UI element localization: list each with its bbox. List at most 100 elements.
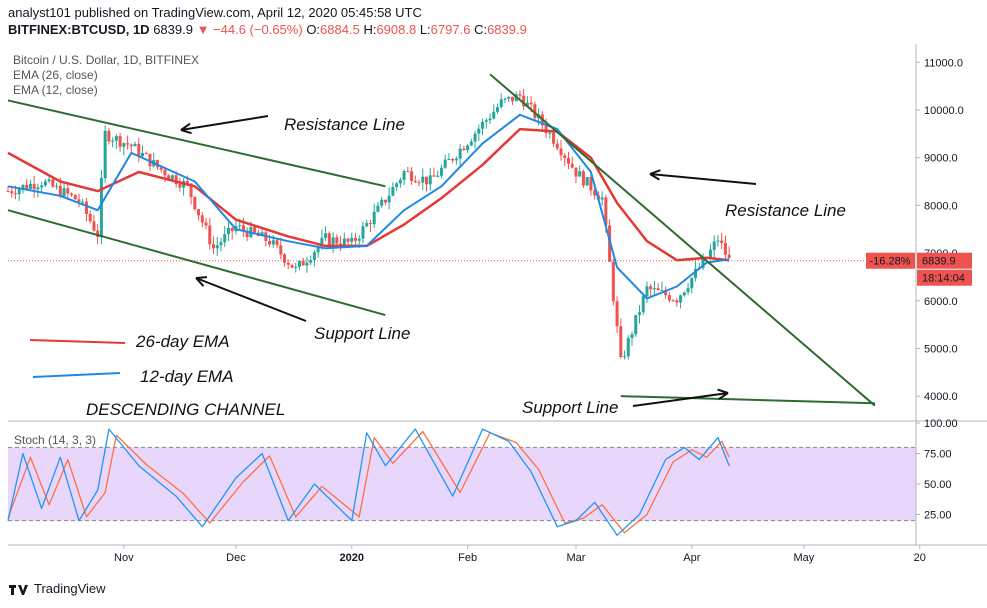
candle-body xyxy=(544,125,548,134)
candle-body xyxy=(342,238,346,246)
symbol-name[interactable]: BITFINEX:BTCUSD, 1D xyxy=(8,22,150,37)
candle-body xyxy=(174,175,178,185)
candle-body xyxy=(570,163,574,168)
publish-info: analyst101 published on TradingView.com,… xyxy=(8,5,422,20)
candle-body xyxy=(111,140,115,142)
stoch-overbought-oversold-band xyxy=(8,447,916,521)
candle-body xyxy=(133,143,137,147)
candle-body xyxy=(290,264,294,268)
candle-body xyxy=(611,261,615,302)
candle-body xyxy=(357,238,361,241)
candle-body xyxy=(671,300,675,302)
resistance-line-label-upper: Resistance Line xyxy=(284,115,405,134)
legend-ema26[interactable]: EMA (26, close) xyxy=(13,68,98,82)
candle-body xyxy=(462,148,466,151)
price-tick-label: 4000.0 xyxy=(924,391,958,403)
symbol-ohlc-bar: BITFINEX:BTCUSD, 1D 6839.9 ▼ −44.6 (−0.6… xyxy=(8,22,527,37)
candle-body xyxy=(62,188,66,197)
candle-body xyxy=(499,99,503,108)
candle-body xyxy=(664,290,668,296)
candle-body xyxy=(623,356,627,358)
price-tag-bg xyxy=(917,252,972,269)
price-tick-label: 11000.0 xyxy=(924,57,963,69)
legend-ema12[interactable]: EMA (12, close) xyxy=(13,83,98,97)
candle-body xyxy=(163,169,167,176)
candle-body xyxy=(122,143,126,147)
candle-body xyxy=(645,286,649,297)
time-tick-label: 20 xyxy=(914,552,926,564)
candle-body xyxy=(555,143,559,149)
candle-body xyxy=(495,107,499,112)
candle-body xyxy=(36,187,40,190)
candle-body xyxy=(477,128,481,134)
candle-body xyxy=(533,104,537,119)
candle-body xyxy=(660,290,664,292)
candle-body xyxy=(268,240,272,245)
time-tick-label: Apr xyxy=(683,552,700,564)
candle-body xyxy=(581,171,585,186)
candle-body xyxy=(126,143,130,145)
stoch-legend[interactable]: Stoch (14, 3, 3) xyxy=(14,433,97,447)
time-tick-label: Dec xyxy=(226,552,246,564)
channel-title: DESCENDING CHANNEL xyxy=(86,400,285,419)
candle-body xyxy=(626,337,630,357)
candle-body xyxy=(301,260,305,266)
price-tag: 6839.9 xyxy=(922,256,956,268)
candle-body xyxy=(652,288,656,290)
candle-body xyxy=(566,157,570,164)
last-price: 6839.9 xyxy=(153,22,193,37)
resistance-arrow-upper-head xyxy=(180,122,192,135)
trend-line-1 xyxy=(7,99,386,188)
open-value: 6884.5 xyxy=(320,22,360,37)
candle-body xyxy=(253,227,257,233)
candle-body xyxy=(589,177,593,191)
candle-body xyxy=(331,237,335,245)
candle-body xyxy=(686,288,690,293)
ema26-line xyxy=(7,127,730,262)
candle-body xyxy=(260,232,264,237)
price-tick-label: 8000.0 xyxy=(924,200,958,212)
footer-branding[interactable]: TradingView xyxy=(8,581,106,596)
candle-body xyxy=(223,234,227,243)
candle-body xyxy=(391,186,395,196)
pct-tag-bg xyxy=(866,252,915,269)
trend-line-3 xyxy=(489,73,876,407)
support-arrow-right xyxy=(632,392,729,407)
candle-body xyxy=(469,141,473,146)
candle-body xyxy=(148,153,152,167)
candle-body xyxy=(413,180,417,183)
stoch-tick-label: 100.00 xyxy=(924,418,958,430)
candle-body xyxy=(43,181,47,186)
candle-body xyxy=(10,191,14,194)
pct-tag: -16.28% xyxy=(870,256,911,268)
candle-body xyxy=(488,118,492,121)
price-tick-label: 6000.0 xyxy=(924,296,958,308)
candle-body xyxy=(96,230,100,237)
time-tick-label: Mar xyxy=(566,552,585,564)
candle-body xyxy=(354,237,358,241)
candle-body xyxy=(238,225,242,227)
candle-body xyxy=(92,221,96,231)
candle-body xyxy=(578,171,582,177)
candle-body xyxy=(574,167,578,177)
trend-line-4 xyxy=(620,395,875,405)
candle-body xyxy=(641,296,645,313)
candle-body xyxy=(708,249,712,259)
candle-body xyxy=(667,295,671,301)
legend-title: Bitcoin / U.S. Dollar, 1D, BITFINEX xyxy=(13,53,200,67)
candle-body xyxy=(600,197,604,200)
candle-body xyxy=(675,300,679,303)
candle-body xyxy=(604,197,608,226)
candle-body xyxy=(178,184,182,188)
candle-body xyxy=(226,227,230,235)
candle-body xyxy=(144,152,148,154)
candle-body xyxy=(159,167,163,170)
candle-body xyxy=(350,237,354,242)
candle-body xyxy=(320,237,324,247)
candle-body xyxy=(510,96,514,102)
time-tick-label: 2020 xyxy=(340,552,364,564)
candle-body xyxy=(21,184,25,190)
candle-body xyxy=(712,241,716,250)
candle-body xyxy=(204,222,208,226)
